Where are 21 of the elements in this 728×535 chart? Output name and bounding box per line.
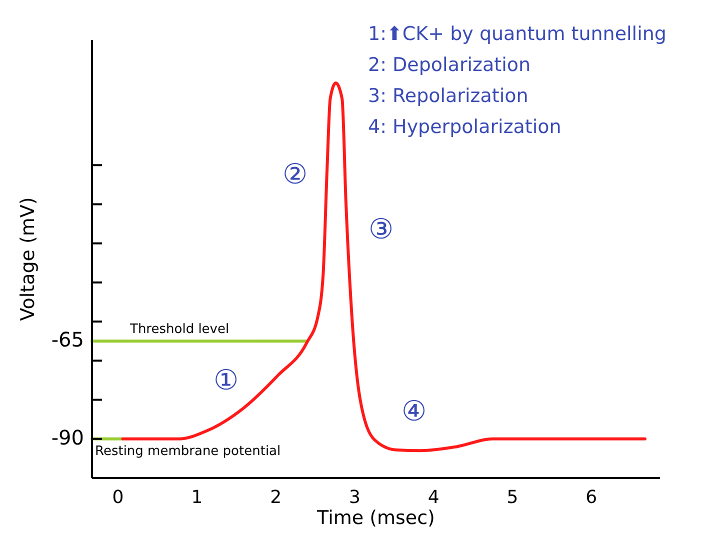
x-tick-label: 3 (348, 486, 360, 508)
annotation: 3: Repolarization (368, 85, 528, 107)
annotation: Threshold level (129, 322, 230, 337)
annotation: 1:⬆CK+ by quantum tunnelling (368, 23, 666, 45)
x-tick-label: 4 (428, 486, 440, 508)
annotation: ④ (401, 394, 427, 428)
x-tick-label: 0 (112, 486, 124, 508)
annotation: 2: Depolarization (368, 54, 531, 76)
x-tick-label: 1 (191, 486, 203, 508)
x-tick-label: 5 (506, 486, 518, 508)
y-tick-label: -90 (51, 425, 84, 450)
x-axis-title: Time (msec) (316, 507, 435, 529)
annotation: ① (213, 364, 239, 397)
x-tick-label: 2 (270, 486, 282, 508)
y-axis-title: Voltage (mV) (17, 197, 39, 321)
y-tick-label: -65 (51, 328, 84, 352)
annotation: ② (282, 158, 308, 191)
annotation: Resting membrane potential (95, 444, 281, 459)
annotation: 4: Hyperpolarization (368, 116, 562, 138)
x-tick-label: 6 (586, 486, 598, 508)
annotation: ③ (368, 212, 394, 246)
